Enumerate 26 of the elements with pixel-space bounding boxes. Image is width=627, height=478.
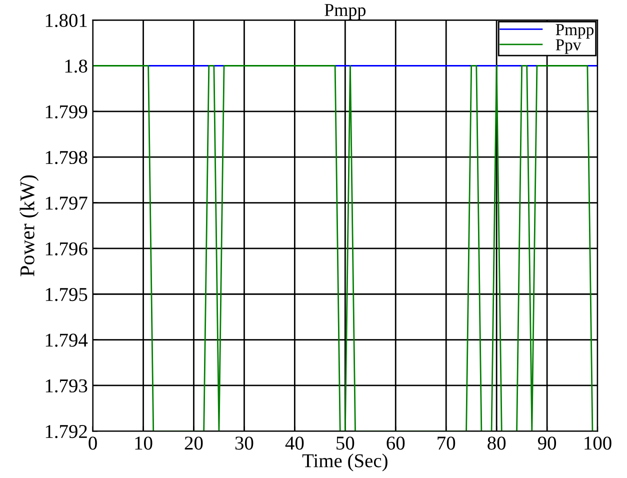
legend-label: Pmpp — [556, 24, 594, 39]
y-axis-title: Power (kW) — [20, 175, 39, 276]
x-tick-label: 70 — [438, 436, 456, 450]
y-tick-label: 1.798 — [46, 150, 88, 164]
x-tick-label: 10 — [135, 436, 152, 450]
y-tick-label: 1.794 — [46, 334, 88, 347]
x-tick-label: 20 — [184, 436, 203, 450]
x-tick-label: 60 — [386, 436, 405, 450]
x-tick-label: 100 — [584, 436, 612, 450]
x-tick-label: 90 — [538, 436, 556, 450]
y-tick-label: 1.801 — [46, 14, 87, 28]
y-tick-label: 1.792 — [46, 425, 87, 438]
x-tick-label: 40 — [285, 436, 304, 450]
y-tick-label: 1.795 — [46, 288, 88, 302]
x-tick-label: 50 — [336, 436, 354, 450]
y-tick-label: 1.793 — [46, 379, 88, 393]
legend-label: Ppv — [556, 39, 582, 54]
y-tick-label: 1.799 — [46, 105, 88, 118]
x-axis-title: Time (Sec) — [302, 454, 388, 472]
chart-title: Pmpp — [324, 4, 366, 20]
y-tick-label: 1.796 — [46, 242, 88, 256]
x-tick-label: 30 — [235, 436, 254, 450]
y-tick-label: 1.797 — [46, 196, 88, 210]
x-tick-label: 80 — [488, 436, 506, 450]
x-tick-label: 0 — [88, 436, 97, 450]
y-tick-label: 1.8 — [65, 60, 88, 73]
